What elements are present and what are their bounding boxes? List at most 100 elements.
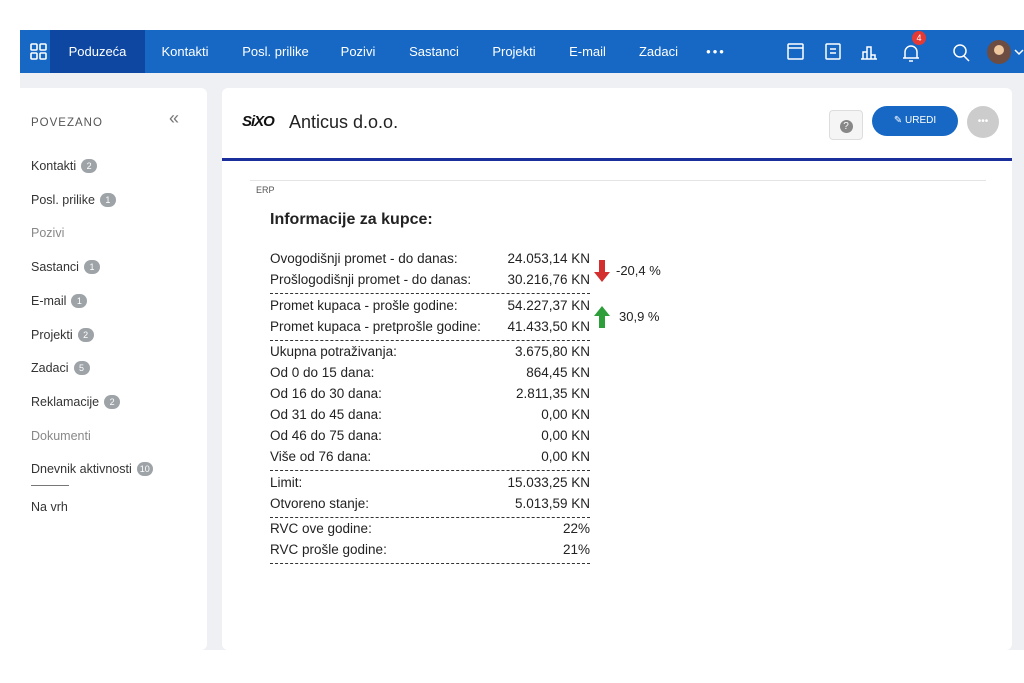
up-arrow bbox=[594, 306, 610, 328]
count-badge: 1 bbox=[99, 192, 116, 207]
count-badge: 5 bbox=[73, 361, 90, 376]
apps-icon[interactable] bbox=[30, 43, 47, 60]
count-badge: 1 bbox=[71, 293, 88, 308]
row-value: 0,00 KN bbox=[541, 407, 590, 422]
nav-item[interactable]: Pozivi bbox=[340, 44, 376, 59]
nav-item[interactable]: E-mail bbox=[569, 44, 606, 59]
sidebar-item[interactable]: Zadaci 5 bbox=[31, 361, 90, 376]
sidebar-label: Dnevnik aktivnosti bbox=[31, 462, 132, 477]
row-value: 0,00 KN bbox=[541, 428, 590, 443]
table-row: Ovogodišnji promet - do danas: 24.053,14 … bbox=[270, 248, 590, 269]
down-arrow bbox=[594, 260, 610, 282]
row-label: Prošlogodišnji promet - do danas: bbox=[270, 272, 472, 287]
row-value: 24.053,14 KN bbox=[507, 251, 590, 266]
sidebar-item[interactable]: Dnevnik aktivnosti 10 bbox=[31, 462, 153, 477]
row-value: 5.013,59 KN bbox=[514, 495, 590, 511]
change-up: 30,9 % bbox=[619, 309, 660, 324]
help-icon: ? bbox=[839, 120, 853, 133]
row-label: Otvoreno stanje: bbox=[270, 495, 370, 511]
table-row: Od 16 do 30 dana: 2.811,35 KN bbox=[270, 383, 590, 404]
nav-item[interactable]: Posl. prilike bbox=[242, 44, 309, 59]
sidebar-title: POVEZANO bbox=[31, 117, 103, 129]
sidebar-item[interactable]: Kontakti 2 bbox=[31, 159, 98, 173]
row-label: Ukupna potraživanja: bbox=[270, 344, 397, 359]
dashed-divider bbox=[270, 516, 590, 518]
table-row: RVC prošle godine: 21% bbox=[270, 539, 590, 560]
change-down: -20,4 % bbox=[616, 263, 661, 278]
table-row: Od 46 do 75 dana: 0,00 KN bbox=[270, 425, 590, 446]
sidebar: POVEZANO « Kontakti 2 Posl. prilike 1 Pozivi… bbox=[12, 88, 207, 650]
row-label: Promet kupaca - pretprošle godine: bbox=[270, 318, 481, 334]
row-value: 21% bbox=[562, 542, 590, 557]
sidebar-item[interactable]: Projekti 2 bbox=[31, 327, 94, 342]
section-title: Informacije za kupce: bbox=[270, 211, 433, 228]
sidebar-label: E-mail bbox=[31, 293, 67, 308]
row-value: 54.227,37 KN bbox=[507, 297, 590, 313]
table-row: Od 31 do 45 dana: 0,00 KN bbox=[270, 404, 590, 425]
main-panel: SiXO Anticus d.o.o. ? ✎ UREDI ••• ERP In… bbox=[222, 88, 1012, 650]
company-logo: SiXO bbox=[242, 113, 275, 130]
row-value: 15.033,25 KN bbox=[507, 474, 590, 490]
sidebar-item[interactable]: Pozivi bbox=[31, 226, 64, 240]
nav-item[interactable]: Sastanci bbox=[409, 44, 459, 59]
row-label: Više od 76 dana: bbox=[270, 449, 372, 464]
row-value: 2.811,35 KN bbox=[515, 386, 590, 401]
sidebar-item[interactable]: Posl. prilike 1 bbox=[31, 192, 116, 207]
notification-badge: 4 bbox=[912, 31, 926, 45]
row-value: 0,00 KN bbox=[541, 449, 590, 464]
dashed-divider bbox=[270, 563, 590, 564]
row-label: Od 16 do 30 dana: bbox=[270, 386, 382, 401]
nav-item[interactable]: Poduzeća bbox=[50, 30, 145, 73]
table-row: Promet kupaca - pretprošle godine: 41.433… bbox=[270, 316, 590, 337]
dashed-divider bbox=[270, 293, 590, 294]
sidebar-label: Posl. prilike bbox=[31, 192, 95, 207]
nav-icons bbox=[787, 40, 1024, 64]
nav-item[interactable]: Zadaci bbox=[638, 44, 679, 59]
collapse-button[interactable]: « bbox=[169, 108, 180, 128]
row-label: Promet kupaca - prošle godine: bbox=[270, 297, 458, 313]
row-label: RVC prošle godine: bbox=[270, 542, 387, 557]
sidebar-label: Kontakti bbox=[31, 159, 77, 173]
row-value: 30.216,76 KN bbox=[507, 272, 590, 287]
sidebar-item[interactable]: Sastanci 1 bbox=[31, 260, 100, 275]
top-nav: Poduzeća Kontakti Posl. prilike Pozivi Sasta… bbox=[20, 30, 1024, 73]
table-row: Prošlogodišnji promet - do danas: 30.216,… bbox=[270, 269, 590, 290]
row-label: Od 31 do 45 dana: bbox=[270, 407, 382, 422]
header-underline bbox=[222, 158, 1012, 161]
table-row: RVC ove godine: 22% bbox=[270, 518, 590, 539]
table-row: Od 0 do 15 dana: 864,45 KN bbox=[270, 362, 590, 383]
more-button[interactable]: ••• bbox=[967, 106, 999, 138]
sidebar-item[interactable]: E-mail 1 bbox=[31, 293, 88, 308]
sidebar-label: Projekti bbox=[31, 327, 73, 342]
row-label: Od 46 do 75 dana: bbox=[270, 428, 382, 443]
row-label: Limit: bbox=[270, 474, 303, 490]
dashed-divider bbox=[270, 339, 590, 341]
count-badge: 2 bbox=[77, 327, 94, 342]
nav-item[interactable]: Projekti bbox=[492, 44, 536, 59]
table-row: Otvoreno stanje: 5.013,59 KN bbox=[270, 493, 590, 514]
table-row: Promet kupaca - prošle godine: 54.227,37 … bbox=[270, 295, 590, 316]
row-label: Od 0 do 15 dana: bbox=[270, 365, 375, 380]
row-value: 41.433,50 KN bbox=[507, 318, 590, 334]
count-badge: 2 bbox=[81, 159, 98, 173]
nav-item[interactable]: Kontakti bbox=[161, 44, 209, 59]
dashed-divider bbox=[270, 470, 590, 471]
count-badge: 1 bbox=[83, 260, 100, 275]
company-name: Anticus d.o.o. bbox=[289, 112, 399, 132]
row-value: 864,45 KN bbox=[526, 365, 590, 380]
row-value: 22% bbox=[562, 521, 590, 536]
sidebar-label: Reklamacije bbox=[31, 394, 100, 409]
sidebar-label: Pozivi bbox=[31, 226, 65, 241]
sidebar-item[interactable]: Dokumenti bbox=[31, 429, 91, 443]
back-to-top[interactable]: Na vrh bbox=[31, 500, 68, 514]
sidebar-item[interactable]: Reklamacije 2 bbox=[31, 394, 121, 409]
section-label: ERP bbox=[256, 185, 275, 195]
section-rule bbox=[250, 180, 986, 181]
nav-more[interactable]: ••• bbox=[706, 44, 726, 59]
help-button[interactable]: ? bbox=[829, 110, 863, 140]
row-label: Ovogodišnji promet - do danas: bbox=[270, 251, 458, 266]
table-row: Limit: 15.033,25 KN bbox=[270, 472, 590, 493]
edit-button[interactable]: ✎ UREDI bbox=[872, 106, 958, 136]
count-badge: 10 bbox=[136, 462, 153, 477]
